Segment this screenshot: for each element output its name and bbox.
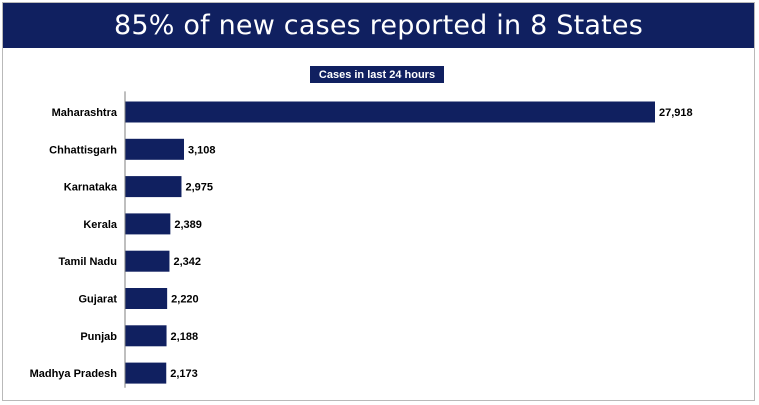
- bar-chhattisgarh: [125, 138, 185, 160]
- title-banner: 85% of new cases reported in 8 States: [3, 3, 754, 48]
- category-label: Punjab: [80, 331, 117, 343]
- bar-karnataka: [125, 176, 182, 198]
- value-label: 2,342: [173, 256, 201, 268]
- category-label: Tamil Nadu: [59, 256, 117, 268]
- value-label: 2,173: [170, 368, 198, 380]
- value-label: 2,975: [185, 182, 213, 194]
- category-label: Maharashtra: [52, 107, 118, 119]
- bar-tamil-nadu: [125, 250, 170, 272]
- category-label: Kerala: [83, 219, 118, 231]
- bar-kerala: [125, 213, 171, 235]
- chart-title: Cases in last 24 hours: [318, 68, 436, 81]
- bar-gujarat: [125, 288, 168, 309]
- chart-title-box: Cases in last 24 hours: [310, 66, 444, 83]
- bar-punjab: [125, 325, 167, 347]
- value-label: 3,108: [188, 144, 216, 156]
- value-label: 2,188: [171, 331, 199, 343]
- value-label: 27,918: [659, 107, 693, 119]
- category-label: Karnataka: [64, 182, 118, 194]
- bar-maharashtra: [125, 101, 655, 123]
- category-label: Gujarat: [78, 294, 117, 306]
- value-label: 2,389: [174, 219, 202, 231]
- category-label: Madhya Pradesh: [30, 368, 118, 380]
- category-label: Chhattisgarh: [49, 144, 117, 156]
- value-label: 2,220: [171, 294, 199, 306]
- page-title: 85% of new cases reported in 8 States: [114, 10, 643, 41]
- bars-layer: Maharashtra 27,918 Chhattisgarh 3,108 Karnat…: [30, 101, 693, 384]
- bar-madhya-pradesh: [125, 362, 167, 384]
